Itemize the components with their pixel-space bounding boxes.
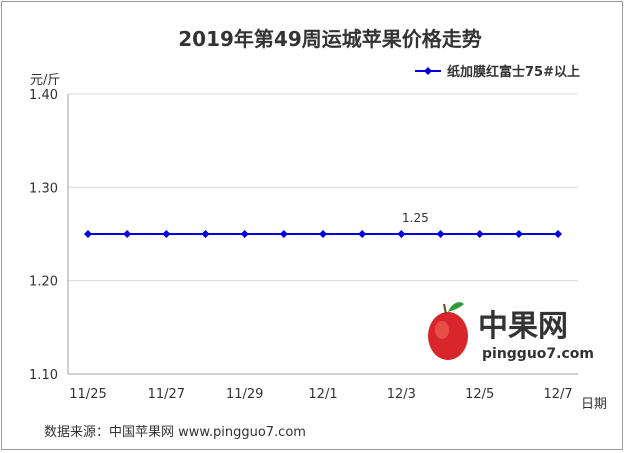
- chart-title: 2019年第49周运城苹果价格走势: [178, 27, 482, 51]
- data-value-label: 1.25: [402, 211, 429, 225]
- data-point-marker: [279, 230, 288, 238]
- x-tick-label: 11/25: [69, 387, 106, 402]
- data-point-marker: [162, 230, 171, 238]
- data-point-marker: [475, 230, 484, 238]
- data-point-marker: [84, 230, 92, 238]
- y-tick-label: 1.40: [29, 88, 58, 103]
- x-tick-label: 12/1: [308, 387, 337, 402]
- data-point-marker: [201, 230, 210, 238]
- y-tick-label: 1.30: [29, 181, 58, 196]
- legend-series-name: 纸加膜红富士75#以上: [447, 64, 580, 80]
- x-tick-label: 11/27: [148, 387, 185, 402]
- x-tick-label: 11/29: [226, 387, 263, 402]
- y-axis-ticks: 1.40 1.30 1.20 1.10: [29, 88, 58, 383]
- apple-logo-icon: [428, 302, 468, 360]
- x-axis-label: 日期: [581, 397, 607, 412]
- legend-diamond-marker: [424, 67, 432, 75]
- data-point-marker: [436, 230, 445, 238]
- data-point-marker: [319, 230, 328, 238]
- series-layer: 1.25: [84, 211, 563, 238]
- pingguo7-watermark-logo: 中果网 pingguo7.com: [428, 302, 594, 362]
- watermark-brand: 中果网: [478, 309, 568, 344]
- data-point-marker: [514, 230, 523, 238]
- legend: 纸加膜红富士75#以上: [415, 64, 580, 80]
- data-point-marker: [123, 230, 132, 238]
- x-tick-label: 12/3: [387, 387, 416, 402]
- x-tick-label: 12/5: [465, 387, 494, 402]
- data-point-marker: [554, 230, 563, 238]
- y-tick-label: 1.20: [29, 275, 58, 290]
- data-point-marker: [240, 230, 249, 238]
- gridlines: [68, 93, 578, 282]
- x-tick-label: 12/7: [543, 387, 572, 402]
- x-axis-ticks: 11/25 11/27 11/29 12/1 12/3 12/5 12/7: [69, 387, 572, 402]
- y-tick-label: 1.10: [29, 368, 58, 383]
- data-point-marker: [397, 230, 406, 238]
- watermark-url: pingguo7.com: [482, 346, 594, 362]
- data-point-marker: [358, 230, 367, 238]
- y-axis-unit-label: 元/斤: [30, 73, 60, 88]
- data-source-footer: 数据来源：中国苹果网 www.pingguo7.com: [44, 425, 306, 440]
